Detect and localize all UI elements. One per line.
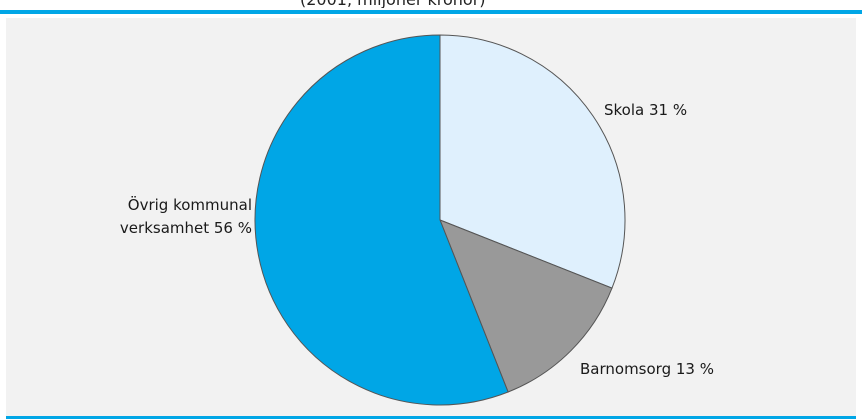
pie-slice-skola [439,34,626,289]
pie-slice-barnomsorg [439,219,613,393]
slice-label-skola: Skola 31 % [604,101,687,119]
title-rule [0,10,862,14]
slice-label-ovrig-kommunal-verksamhet: Övrig kommunal verksamhet 56 % [120,195,252,237]
chart-title: (2001, miljoner kronor) [300,0,486,8]
slice-label-barnomsorg: Barnomsorg 13 % [580,360,714,378]
slice-label-line: Övrig kommunal [128,195,252,214]
pie-labels: Skola 31 % Barnomsorg 13 % Övrig kommunal v… [120,101,714,378]
slice-label-line: Skola 31 % [604,101,687,119]
pie-slice-ovrig-kommunal-verksamhet [254,34,509,406]
slice-label-line: verksamhet 56 % [120,219,252,237]
slice-label-line: Barnomsorg 13 % [580,360,714,378]
pie-slices [254,34,626,406]
